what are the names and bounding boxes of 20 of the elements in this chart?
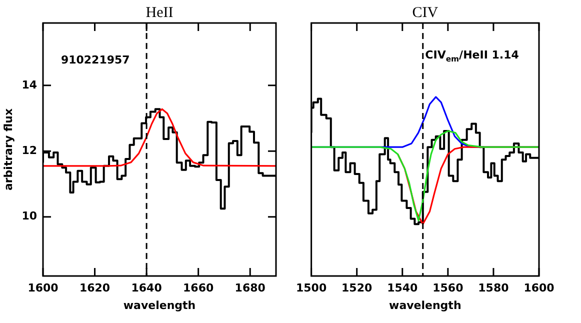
y-tick-label: 12 <box>22 144 37 157</box>
x-tick-label: 1640 <box>131 281 162 294</box>
x-tick-label: 1520 <box>342 281 372 294</box>
y-axis-title: arbitrary flux <box>2 108 15 191</box>
x-axis-title: wavelength <box>389 299 462 312</box>
x-tick-label: 1580 <box>478 281 510 294</box>
x-tick-label: 1600 <box>524 281 555 294</box>
x-tick-label: 1500 <box>296 281 327 294</box>
x-tick-label: 1660 <box>183 281 214 294</box>
x-tick-label: 1620 <box>79 281 110 294</box>
y-tick-label: 10 <box>22 210 38 223</box>
annotation: 910221957 <box>60 53 130 66</box>
x-tick-label: 1540 <box>387 281 418 294</box>
x-tick-label: 1600 <box>28 281 59 294</box>
chart-title: CIV <box>412 5 438 21</box>
x-tick-label: 1680 <box>234 281 266 294</box>
x-axis-title: wavelength <box>123 299 196 312</box>
chart-title: HeII <box>146 5 174 21</box>
y-tick-label: 14 <box>22 78 38 92</box>
x-tick-label: 1560 <box>432 281 464 294</box>
